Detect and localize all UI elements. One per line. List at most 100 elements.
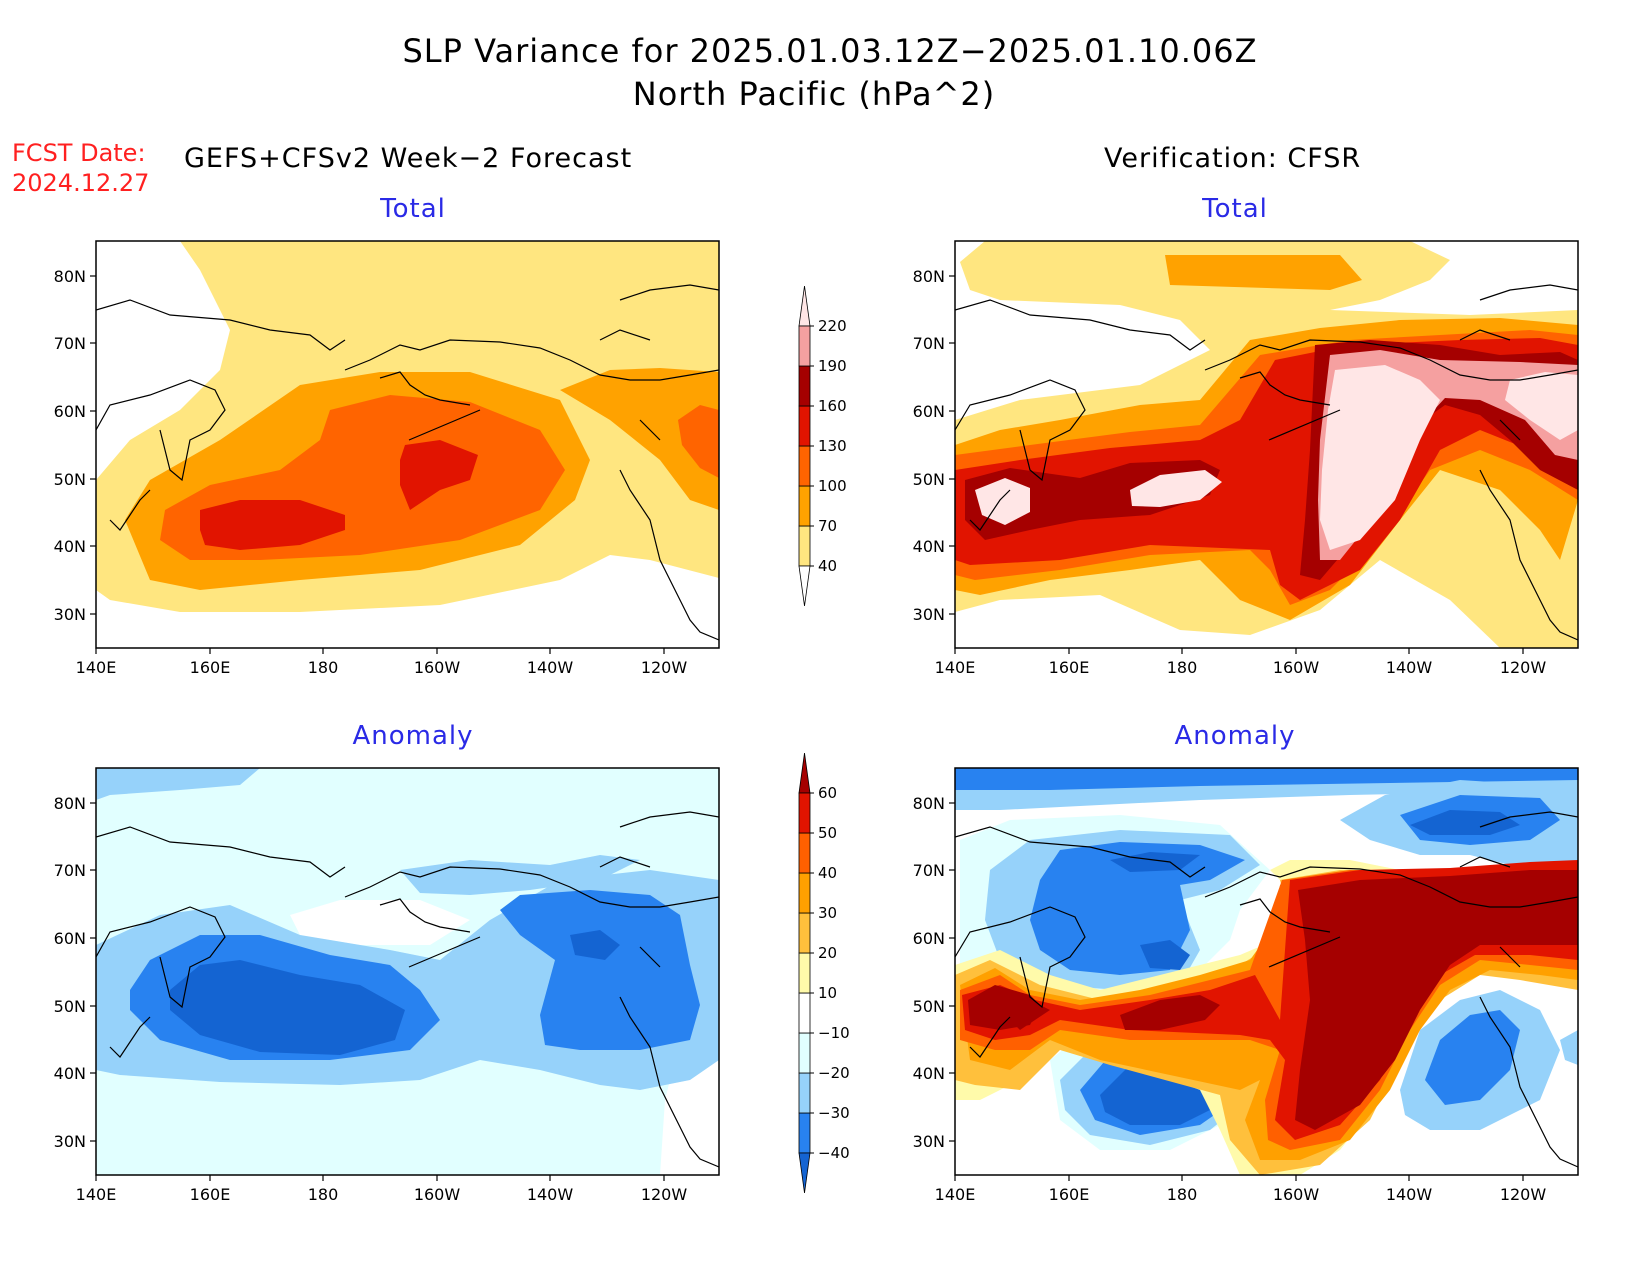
- panel-title-top-left: Total: [379, 194, 446, 224]
- panel-title-top-right: Total: [1201, 194, 1268, 224]
- colorbar-segment: [798, 872, 811, 914]
- panel-title-bottom-right: Anomaly: [1174, 721, 1295, 751]
- lat-tick-label: 50N: [54, 470, 86, 489]
- lon-tick-label: 140W: [527, 1185, 574, 1204]
- colorbar-label: 40: [818, 557, 837, 575]
- lon-tick-label: 160E: [1049, 658, 1090, 677]
- colorbar-segment: [798, 832, 811, 874]
- lon-tick-label: 180: [308, 658, 339, 677]
- lon-tick-label: 180: [308, 1185, 339, 1204]
- colorbar-total: 40 70 100 130 160 190 220: [798, 285, 847, 607]
- lon-tick-label: 120W: [641, 658, 688, 677]
- colorbar-segment: [798, 792, 811, 834]
- lat-tick-label: 30N: [913, 1132, 945, 1151]
- lon-tick-label: 180: [1167, 1185, 1198, 1204]
- lat-tick-label: 60N: [54, 402, 86, 421]
- lon-tick-label: 140E: [76, 1185, 117, 1204]
- colorbar-segment: [798, 1072, 811, 1114]
- lon-tick-label: 140E: [935, 1185, 976, 1204]
- map-panel-forecast-anomaly: [96, 768, 719, 1175]
- colorbar-label: 70: [818, 517, 837, 535]
- lat-tick-label: 30N: [54, 1132, 86, 1151]
- colorbar-label: 10: [818, 984, 837, 1002]
- lon-tick-label: 160E: [1049, 1185, 1090, 1204]
- figure-title: SLP Variance for 2025.01.03.12Z−2025.01.…: [402, 32, 1257, 70]
- lat-tick-label: 80N: [54, 267, 86, 286]
- lon-tick-label: 180: [1167, 658, 1198, 677]
- lon-tick-label: 160E: [190, 658, 231, 677]
- colorbar-label: 160: [818, 397, 847, 415]
- map-panel-verification-total: [955, 241, 1578, 648]
- colorbar-label: 130: [818, 437, 847, 455]
- axes: 80N 70N 60N 50N 40N 30N 140E 160E 180 160W 140W 120…: [54, 267, 1547, 1204]
- colorbar-segment: [798, 912, 811, 954]
- fcst-date-value: 2024.12.27: [12, 169, 149, 197]
- colorbar-label: −10: [818, 1024, 850, 1042]
- lon-tick-label: 120W: [641, 1185, 688, 1204]
- panel-frames: [95, 240, 1579, 1176]
- lat-tick-label: 40N: [54, 1064, 86, 1083]
- lon-tick-label: 140E: [935, 658, 976, 677]
- lat-tick-label: 50N: [913, 470, 945, 489]
- colorbar-segment: [798, 1152, 811, 1194]
- lon-tick-label: 140W: [1386, 1185, 1433, 1204]
- colorbar-segment: [798, 1032, 811, 1074]
- lat-tick-label: 60N: [913, 402, 945, 421]
- colorbar-segment: [798, 365, 811, 407]
- lat-tick-label: 30N: [54, 605, 86, 624]
- lat-tick-label: 60N: [54, 929, 86, 948]
- map-panel-forecast-total: [96, 241, 719, 648]
- colorbar-segment: [798, 952, 811, 994]
- lon-tick-label: 140W: [1386, 658, 1433, 677]
- lon-tick-label: 140E: [76, 658, 117, 677]
- lat-tick-label: 70N: [913, 334, 945, 353]
- lat-tick-label: 80N: [913, 794, 945, 813]
- lon-tick-label: 160W: [414, 1185, 461, 1204]
- colorbar-anomaly: −40 −30 −20 −10 10 20 30 40 50 60: [798, 752, 850, 1194]
- coastlines: [96, 284, 1578, 1168]
- left-column-title: GEFS+CFSv2 Week−2 Forecast: [184, 143, 632, 174]
- lon-tick-label: 160W: [414, 658, 461, 677]
- right-column-title: Verification: CFSR: [1104, 143, 1361, 174]
- colorbar-segment: [798, 445, 811, 487]
- colorbar-label: −40: [818, 1144, 850, 1162]
- lon-tick-label: 140W: [527, 658, 574, 677]
- lon-tick-label: 160E: [190, 1185, 231, 1204]
- colorbar-label: 60: [818, 784, 837, 802]
- colorbar-segment: [798, 992, 811, 1034]
- colorbar-segment: [798, 1112, 811, 1154]
- panel-title-bottom-left: Anomaly: [352, 721, 473, 751]
- lat-tick-label: 40N: [913, 537, 945, 556]
- colorbar-segment: [798, 752, 811, 794]
- fcst-date-label: FCST Date:: [12, 139, 146, 167]
- lon-tick-label: 160W: [1273, 658, 1320, 677]
- lon-tick-label: 120W: [1500, 658, 1547, 677]
- lat-tick-label: 30N: [913, 605, 945, 624]
- figure-subtitle: North Pacific (hPa^2): [633, 75, 995, 113]
- colorbar-segment: [798, 565, 811, 607]
- colorbar-label: 20: [818, 944, 837, 962]
- colorbar-label: 50: [818, 824, 837, 842]
- colorbar-segment: [798, 525, 811, 567]
- lon-tick-label: 160W: [1273, 1185, 1320, 1204]
- colorbar-segment: [798, 405, 811, 447]
- map-panel-verification-anomaly: [955, 768, 1578, 1175]
- lat-tick-label: 40N: [54, 537, 86, 556]
- colorbar-segment: [798, 485, 811, 527]
- lat-tick-label: 40N: [913, 1064, 945, 1083]
- lat-tick-label: 70N: [913, 861, 945, 880]
- colorbar-label: 220: [818, 317, 847, 335]
- lat-tick-label: 50N: [913, 997, 945, 1016]
- colorbar-label: −20: [818, 1064, 850, 1082]
- lat-tick-label: 70N: [54, 861, 86, 880]
- lat-tick-label: 80N: [54, 794, 86, 813]
- colorbar-label: −30: [818, 1104, 850, 1122]
- lat-tick-label: 70N: [54, 334, 86, 353]
- colorbar-label: 30: [818, 904, 837, 922]
- lon-tick-label: 120W: [1500, 1185, 1547, 1204]
- lat-tick-label: 80N: [913, 267, 945, 286]
- colorbar-label: 190: [818, 357, 847, 375]
- colorbar-segment: [798, 285, 811, 327]
- colorbar-segment: [798, 325, 811, 367]
